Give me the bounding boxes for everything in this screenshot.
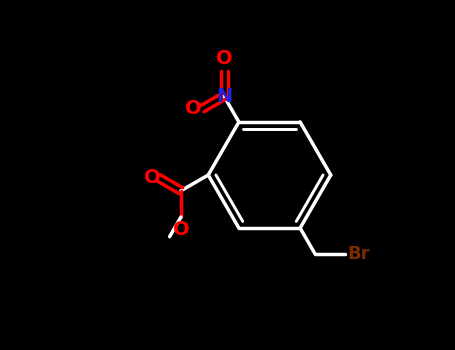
Text: O: O — [185, 99, 202, 118]
Text: O: O — [216, 49, 233, 68]
Text: O: O — [144, 168, 160, 187]
Text: N: N — [216, 87, 232, 106]
Text: Br: Br — [348, 245, 370, 263]
Text: O: O — [172, 220, 189, 239]
